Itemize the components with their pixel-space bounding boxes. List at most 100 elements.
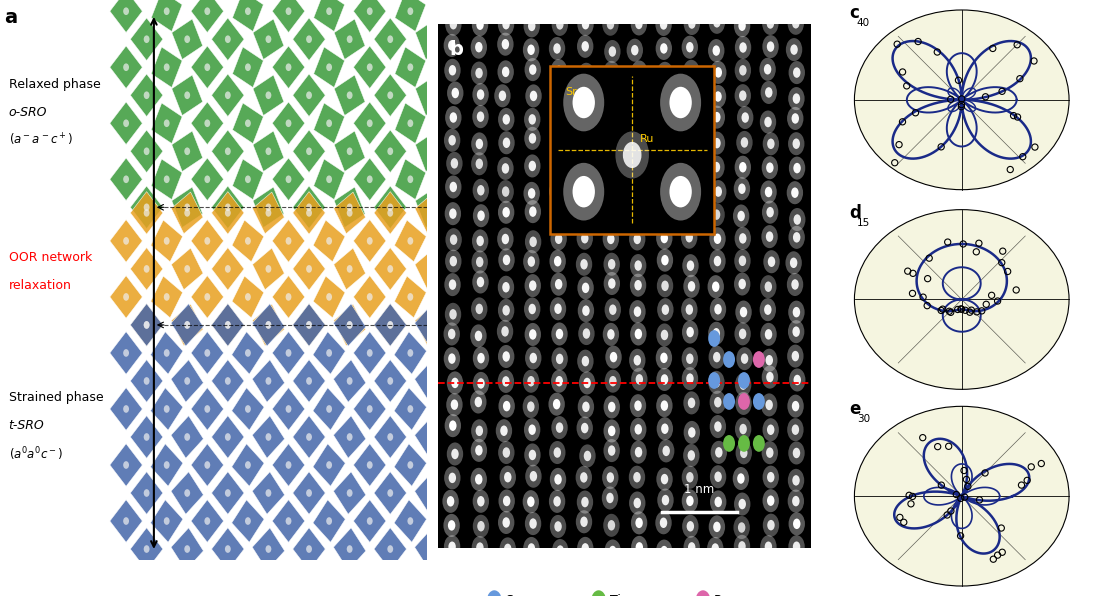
Circle shape xyxy=(549,490,566,513)
Circle shape xyxy=(608,67,615,77)
Circle shape xyxy=(635,329,642,339)
Circle shape xyxy=(551,59,567,82)
Circle shape xyxy=(606,472,614,483)
Polygon shape xyxy=(354,219,386,262)
Circle shape xyxy=(709,105,726,129)
Circle shape xyxy=(327,461,332,469)
Circle shape xyxy=(444,466,460,489)
Circle shape xyxy=(555,474,562,485)
Circle shape xyxy=(609,546,616,556)
Circle shape xyxy=(204,461,210,469)
Circle shape xyxy=(687,450,695,461)
Circle shape xyxy=(630,322,647,346)
Circle shape xyxy=(660,74,701,131)
Circle shape xyxy=(306,147,312,155)
Circle shape xyxy=(447,371,464,395)
Circle shape xyxy=(794,67,800,78)
Circle shape xyxy=(710,441,727,464)
Circle shape xyxy=(476,426,483,436)
Circle shape xyxy=(591,590,606,596)
Polygon shape xyxy=(435,331,467,374)
Circle shape xyxy=(788,61,804,84)
Polygon shape xyxy=(110,46,142,89)
Circle shape xyxy=(660,163,701,221)
Circle shape xyxy=(163,293,170,301)
Circle shape xyxy=(657,62,673,85)
Circle shape xyxy=(635,401,642,411)
Circle shape xyxy=(444,273,460,296)
Circle shape xyxy=(498,33,514,56)
Circle shape xyxy=(734,492,751,516)
Polygon shape xyxy=(395,159,425,200)
Circle shape xyxy=(448,405,454,413)
Circle shape xyxy=(427,203,434,211)
Circle shape xyxy=(450,399,458,410)
Circle shape xyxy=(655,511,672,534)
Circle shape xyxy=(387,377,393,385)
Circle shape xyxy=(475,474,482,485)
Circle shape xyxy=(563,163,604,221)
Polygon shape xyxy=(414,528,447,570)
Circle shape xyxy=(579,322,595,345)
Circle shape xyxy=(661,255,669,265)
Circle shape xyxy=(686,472,694,483)
Polygon shape xyxy=(151,47,182,88)
Circle shape xyxy=(631,536,648,559)
Circle shape xyxy=(723,435,735,452)
Circle shape xyxy=(709,11,726,34)
Circle shape xyxy=(367,461,373,469)
Circle shape xyxy=(663,116,670,126)
Circle shape xyxy=(306,203,312,211)
Circle shape xyxy=(789,368,806,392)
Circle shape xyxy=(144,91,149,99)
Polygon shape xyxy=(272,443,305,486)
Polygon shape xyxy=(435,102,467,145)
Circle shape xyxy=(696,590,710,596)
Circle shape xyxy=(225,265,231,273)
Circle shape xyxy=(477,378,484,389)
Circle shape xyxy=(503,114,510,125)
Circle shape xyxy=(306,545,312,553)
Circle shape xyxy=(555,208,562,219)
Circle shape xyxy=(427,321,434,329)
Circle shape xyxy=(660,43,667,54)
Circle shape xyxy=(346,489,353,497)
Polygon shape xyxy=(395,220,426,262)
Polygon shape xyxy=(212,303,244,346)
Polygon shape xyxy=(232,47,263,88)
Circle shape xyxy=(529,64,536,75)
Circle shape xyxy=(523,38,539,61)
Circle shape xyxy=(306,35,312,43)
Text: $(a^-a^-c^+)$: $(a^-a^-c^+)$ xyxy=(9,132,72,148)
Circle shape xyxy=(578,203,594,226)
Point xyxy=(918,301,936,311)
Circle shape xyxy=(604,61,619,84)
Polygon shape xyxy=(415,248,447,290)
Polygon shape xyxy=(395,332,426,374)
Circle shape xyxy=(689,162,696,172)
Circle shape xyxy=(712,45,720,56)
Circle shape xyxy=(767,495,775,506)
Circle shape xyxy=(306,377,312,385)
Point xyxy=(998,266,1016,276)
Circle shape xyxy=(408,63,413,71)
Circle shape xyxy=(787,107,803,130)
Polygon shape xyxy=(110,331,142,374)
Circle shape xyxy=(762,12,778,35)
Circle shape xyxy=(740,398,747,409)
Circle shape xyxy=(123,63,129,71)
Point xyxy=(933,142,950,151)
Circle shape xyxy=(265,321,272,329)
Circle shape xyxy=(603,514,619,537)
Circle shape xyxy=(552,399,560,409)
Circle shape xyxy=(527,376,535,386)
Polygon shape xyxy=(354,46,386,89)
Circle shape xyxy=(346,35,353,43)
Circle shape xyxy=(633,472,641,482)
Circle shape xyxy=(786,38,802,61)
Circle shape xyxy=(688,89,695,100)
Point xyxy=(940,306,958,316)
Circle shape xyxy=(661,281,669,291)
Circle shape xyxy=(502,376,510,387)
Circle shape xyxy=(737,131,753,154)
